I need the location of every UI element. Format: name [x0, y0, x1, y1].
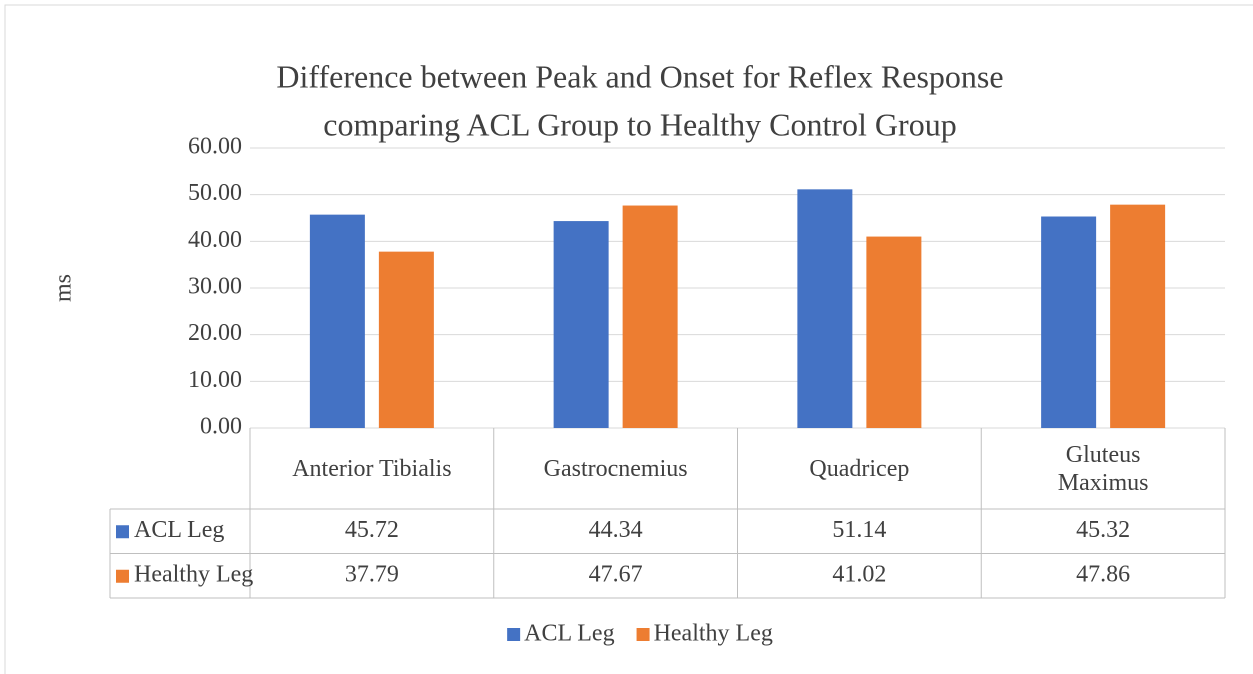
- x-tick-label: Gluteus Maximus: [1057, 441, 1149, 496]
- y-tick-label: 20.00: [188, 320, 242, 346]
- bar: [797, 189, 853, 428]
- table-row-label: ACL Leg: [134, 517, 224, 543]
- table-value: 47.86: [1076, 561, 1130, 587]
- table-value: 45.72: [345, 517, 399, 543]
- table-value: 44.34: [589, 517, 643, 543]
- legend-label: Healthy Leg: [654, 621, 773, 647]
- legend: ACL Leg Healthy Leg: [507, 621, 773, 647]
- legend-label: ACL Leg: [524, 621, 614, 647]
- table-value: 37.79: [345, 561, 399, 587]
- bar: [1041, 216, 1097, 428]
- bar: [866, 236, 922, 428]
- legend-key: [636, 628, 650, 641]
- y-tick-label: 40.00: [188, 227, 242, 253]
- y-tick-label: 50.00: [188, 180, 242, 206]
- bar: [378, 251, 434, 428]
- bar: [553, 221, 609, 428]
- y-tick-label: 0.00: [200, 414, 242, 440]
- bar: [309, 214, 365, 428]
- legend-key: [507, 628, 521, 641]
- table-legend-key: [116, 569, 129, 583]
- y-tick-label: 30.00: [188, 274, 242, 300]
- chart-title: Difference between Peak and Onset for Re…: [276, 58, 1003, 94]
- y-tick-label: 10.00: [188, 367, 242, 393]
- bar: [622, 205, 678, 428]
- table-row-label: Healthy Leg: [134, 561, 253, 587]
- x-tick-cell: Quadricep: [809, 455, 910, 482]
- x-tick-label: Gastrocnemius: [543, 455, 688, 482]
- x-tick-label: Quadricep: [809, 455, 910, 482]
- x-tick-cell: Anterior Tibialis: [292, 455, 452, 482]
- chart-title: comparing ACL Group to Healthy Control G…: [323, 106, 956, 142]
- x-tick-cell: Gluteus Maximus: [1057, 441, 1149, 496]
- table-value: 45.32: [1076, 517, 1130, 543]
- x-tick-cell: Gastrocnemius: [543, 455, 688, 482]
- bar: [1110, 204, 1166, 428]
- table-value: 47.67: [589, 561, 643, 587]
- table-value: 51.14: [832, 517, 886, 543]
- table-legend-key: [116, 525, 129, 539]
- x-tick-label: Anterior Tibialis: [292, 455, 452, 482]
- table-value: 41.02: [832, 561, 886, 587]
- y-tick-label: 60.00: [188, 134, 242, 160]
- y-axis-label: ms: [51, 274, 77, 302]
